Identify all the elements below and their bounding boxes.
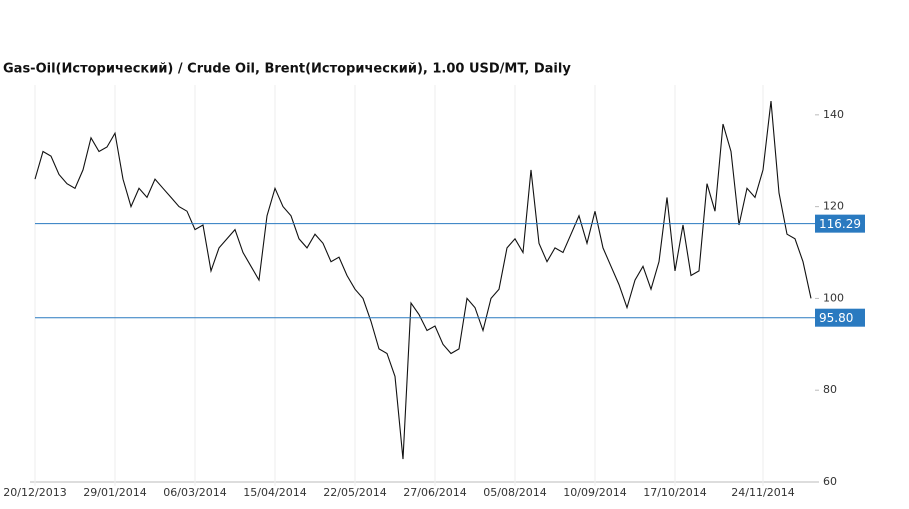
x-tick-label: 17/10/2014: [643, 486, 706, 499]
price-line: [34, 101, 812, 460]
chart-title: Gas-Oil(Исторический) / Crude Oil, Brent…: [3, 62, 571, 77]
x-tick-label: 27/06/2014: [403, 486, 466, 499]
x-tick-label: 10/09/2014: [563, 486, 626, 499]
x-tick-label: 06/03/2014: [163, 486, 226, 499]
x-tick-label: 29/01/2014: [83, 486, 146, 499]
level-badge: [815, 308, 865, 327]
x-tick-label: 24/11/2014: [731, 486, 794, 499]
x-tick-label: 20/12/2013: [3, 486, 66, 499]
level-label: 95.80: [819, 311, 853, 325]
y-tick-label: 80: [823, 383, 837, 396]
y-tick-label: 60: [823, 475, 837, 488]
level-badge: [815, 214, 865, 233]
x-tick-label: 15/04/2014: [243, 486, 306, 499]
y-tick-label: 100: [823, 291, 844, 304]
x-tick-label: 22/05/2014: [323, 486, 386, 499]
y-tick-label: 140: [823, 108, 844, 121]
y-tick-label: 120: [823, 200, 844, 213]
level-label: 116.29: [819, 217, 861, 231]
x-tick-label: 05/08/2014: [483, 486, 546, 499]
